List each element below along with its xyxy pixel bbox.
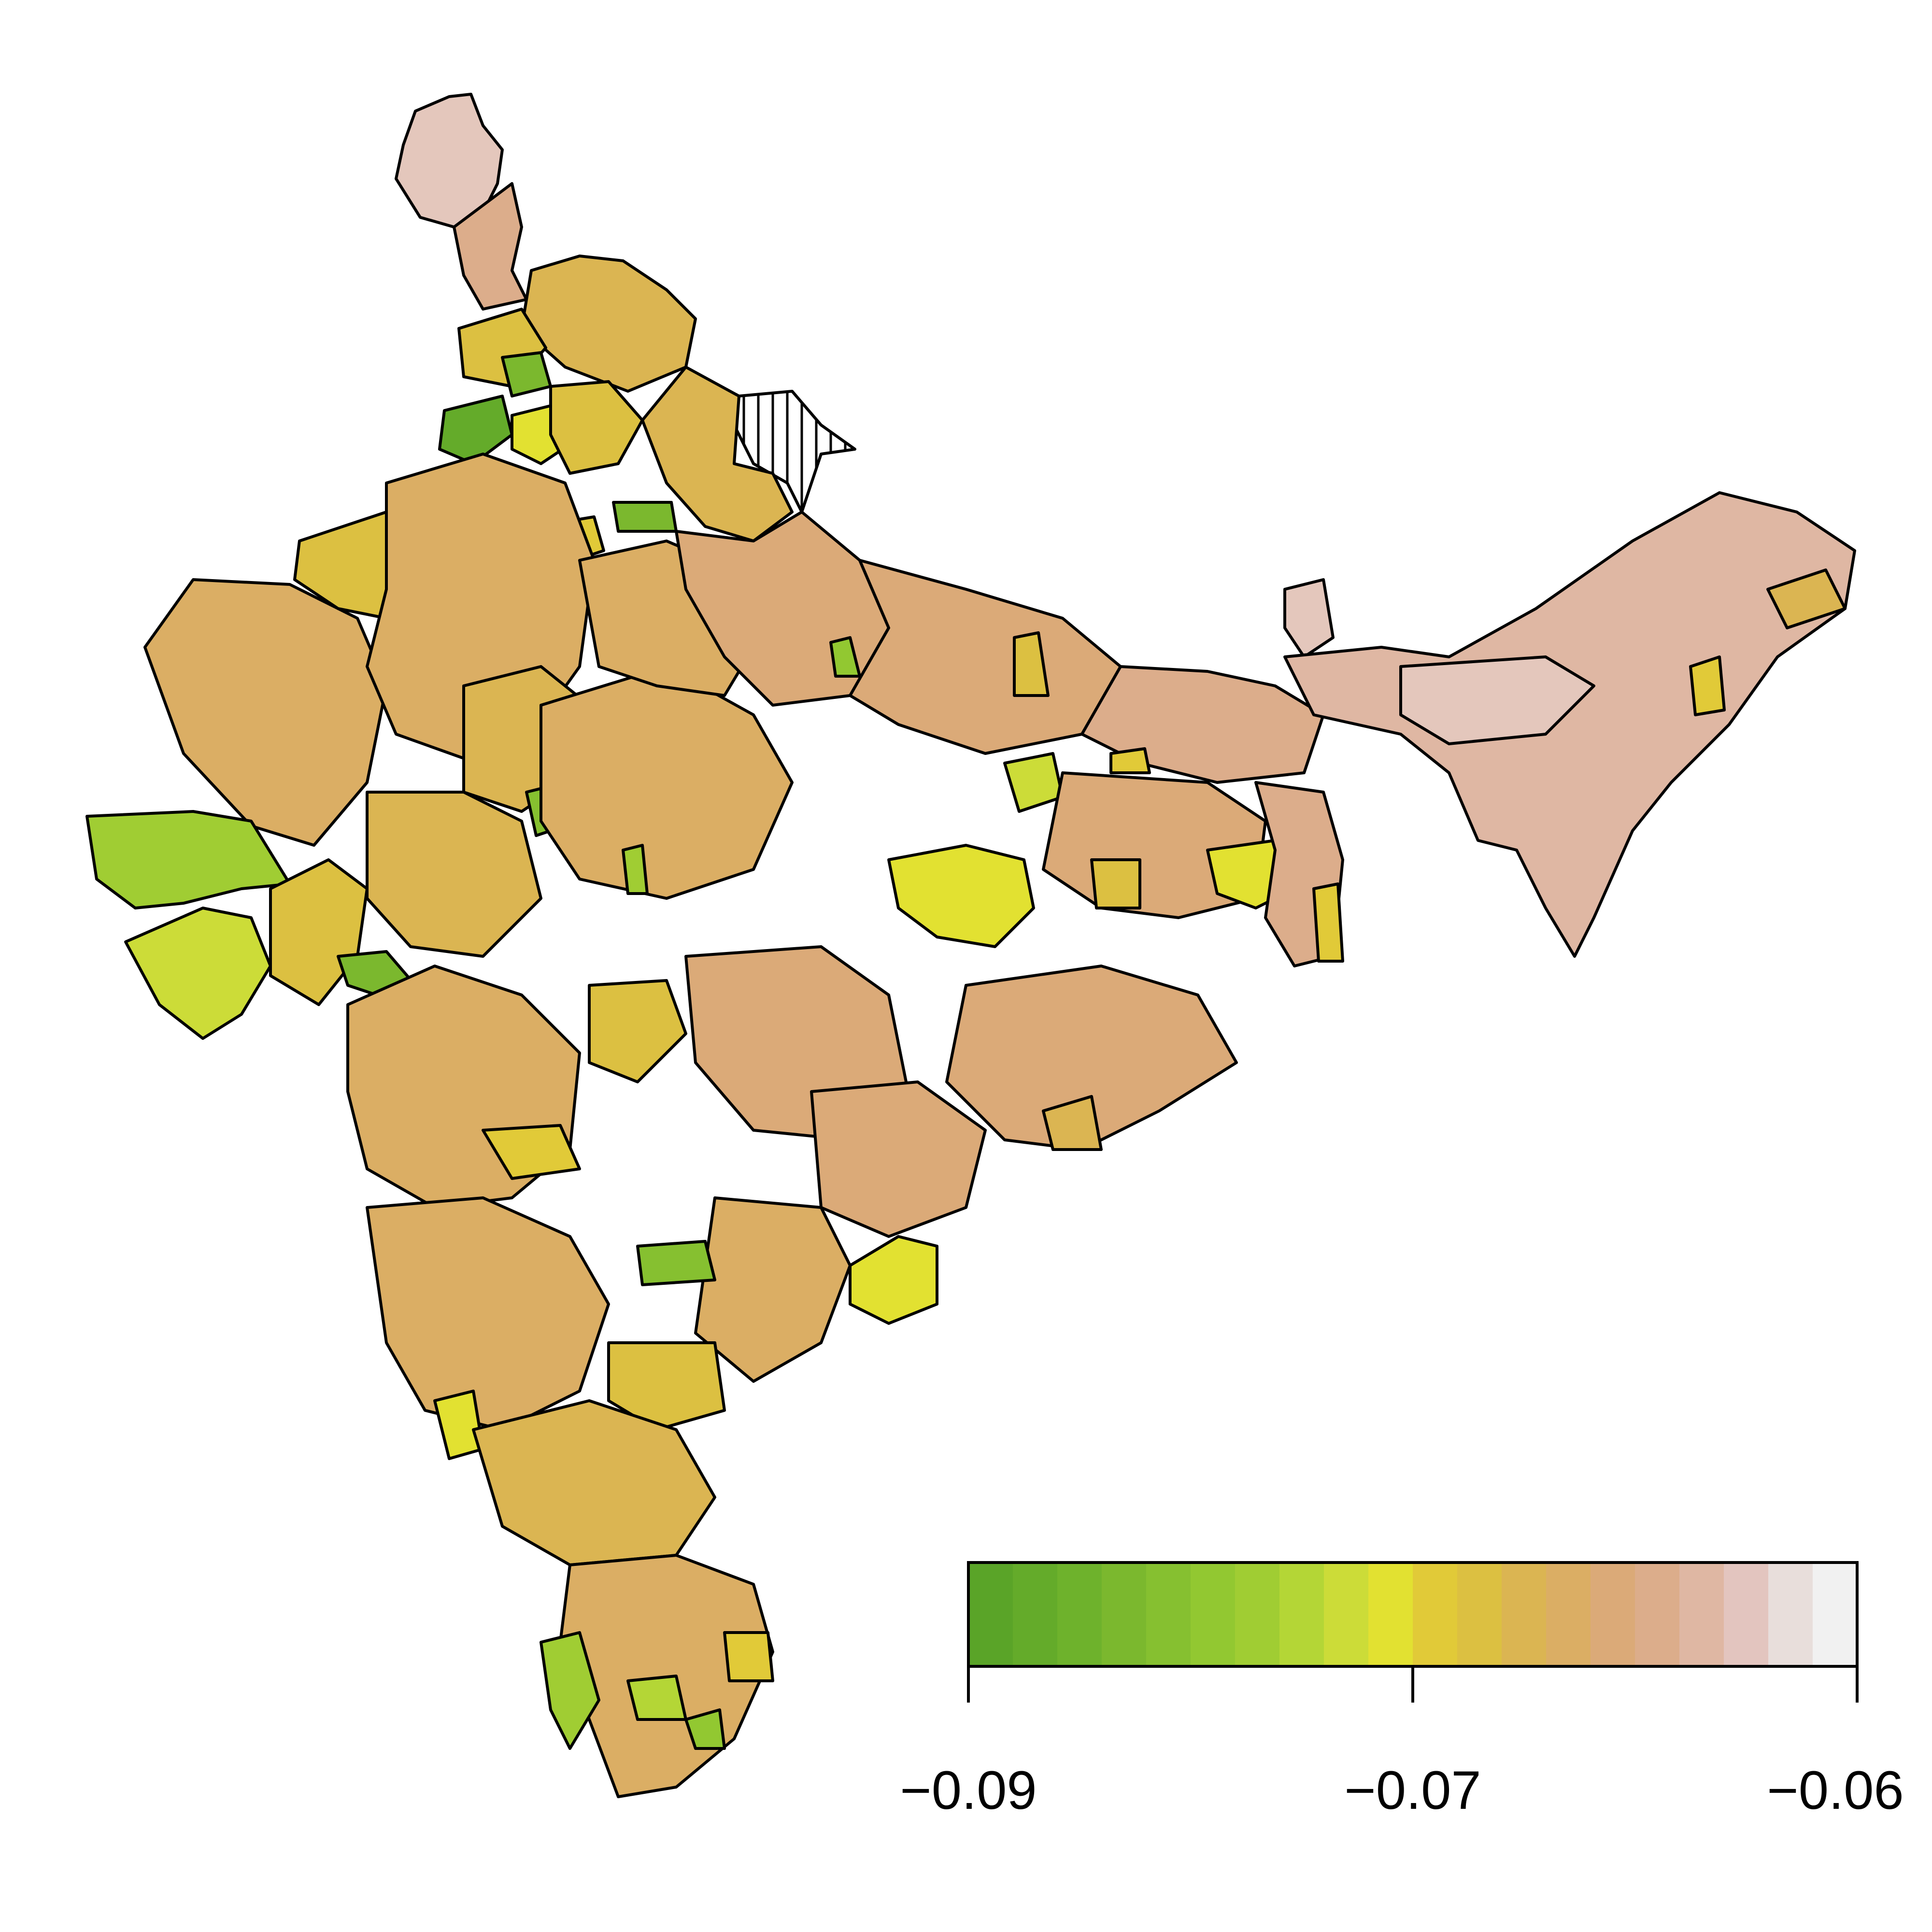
region-karnataka-north [366, 1196, 610, 1431]
region-gujarat-saurashtra [124, 907, 272, 1040]
colorbar-swatch [1057, 1563, 1102, 1666]
region-arunachal-gold [1766, 568, 1847, 629]
region-tn-green [626, 1675, 687, 1721]
colorbar-tick-label: −0.07 [1344, 1760, 1481, 1820]
colorbar-swatch [1279, 1563, 1324, 1666]
region-jharkhand-yellow [1003, 752, 1064, 813]
region-karnataka-coast-yellow [433, 1390, 484, 1460]
region-telangana [810, 1080, 987, 1238]
region-tn-yellow [723, 1631, 774, 1682]
colorbar-legend: −0.09 −0.07 −0.06 [900, 1561, 1904, 1820]
colorbar-swatch [1546, 1563, 1591, 1666]
region-rajasthan-west [143, 578, 388, 847]
region-punjab-lowgreen [501, 351, 552, 398]
region-himachal [520, 255, 697, 393]
region-odisha [945, 965, 1238, 1151]
region-no-data [733, 390, 856, 513]
colorbar-swatch [968, 1563, 1013, 1666]
colorbar-swatch [1102, 1563, 1147, 1666]
colorbar-swatch [1324, 1563, 1369, 1666]
region-maharashtra-gold [588, 979, 687, 1083]
region-mp-central [540, 665, 794, 900]
colorbar-swatch [1235, 1563, 1280, 1666]
region-andhra [694, 1196, 852, 1383]
region-up-yellow [1013, 631, 1050, 697]
colorbar-swatch [1013, 1563, 1058, 1666]
colorbar-swatch [1635, 1563, 1680, 1666]
region-andhra-green [636, 1240, 716, 1286]
colorbar-swatch [1679, 1563, 1724, 1666]
colorbar-swatch [1813, 1563, 1858, 1666]
region-westbengal-gold [1312, 882, 1344, 963]
colorbar-swatch [1724, 1563, 1769, 1666]
colorbar-tick-label: −0.09 [900, 1760, 1037, 1820]
region-jammu [453, 182, 528, 311]
region-haryana [549, 380, 644, 475]
colorbar-swatch [1368, 1563, 1413, 1666]
region-odisha-gold [1042, 1095, 1103, 1151]
region-andhra-yellow [849, 1235, 938, 1325]
region-kerala-green [540, 1631, 600, 1750]
colorbar-swatch [1502, 1563, 1547, 1666]
colorbar-swatch [1768, 1563, 1813, 1666]
region-bihar-yellow [1109, 747, 1151, 774]
region-maharashtra-yellow [482, 1124, 581, 1180]
region-up-east [849, 559, 1122, 755]
map-regions [85, 93, 1856, 1798]
colorbar-tick-label: −0.06 [1767, 1760, 1904, 1820]
region-gujarat-kutch [85, 810, 291, 909]
colorbar-swatch [1191, 1563, 1236, 1666]
region-jharkhand-gold [1090, 858, 1141, 909]
region-sikkim [1283, 578, 1335, 658]
region-mp-west [366, 791, 542, 958]
region-karnataka-south [472, 1399, 716, 1566]
colorbar-swatch [1413, 1563, 1458, 1666]
region-mp-green-small [622, 844, 649, 895]
region-assam [1399, 655, 1595, 745]
region-northeast [1283, 491, 1856, 958]
colorbar-swatch [1146, 1563, 1191, 1666]
region-haryana-green [612, 501, 678, 533]
region-punjab-green [438, 395, 513, 465]
region-karnataka-gold [607, 1341, 726, 1431]
region-chhattisgarh-yellow [887, 844, 1035, 948]
colorbar-swatch [1457, 1563, 1502, 1666]
colorbar-swatch [1591, 1563, 1635, 1666]
region-uttarakhand [641, 366, 794, 542]
region-tn-green-small [684, 1708, 726, 1750]
region-nagaland-yellow [1689, 655, 1726, 716]
